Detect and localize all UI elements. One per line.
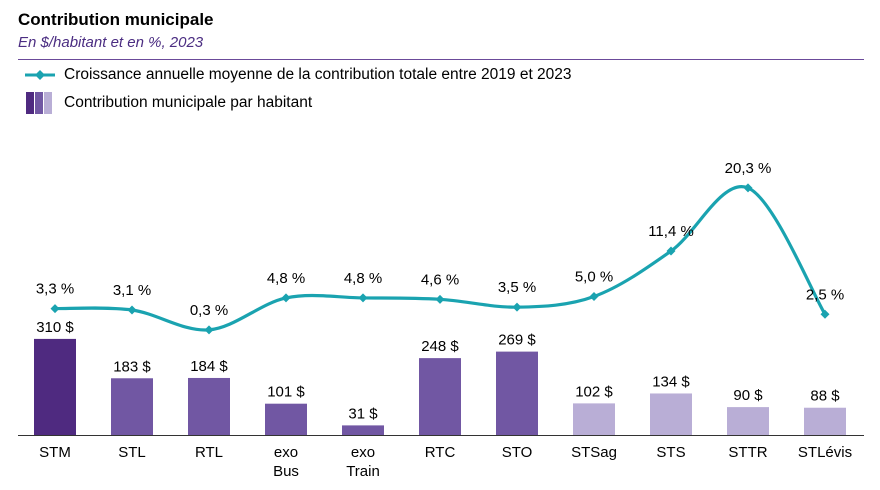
x-tick-label: STTR	[728, 444, 767, 461]
legend-line-label: Croissance annuelle moyenne de la contri…	[64, 66, 572, 83]
line-value-label: 5,0 %	[575, 269, 613, 286]
bar	[804, 407, 846, 435]
line-point	[666, 246, 676, 256]
legend-bar-label: Contribution municipale par habitant	[64, 94, 313, 111]
line-value-label: 4,6 %	[421, 271, 459, 288]
bar	[573, 403, 615, 435]
title-divider	[18, 59, 864, 60]
bar-value-label: 102 $	[575, 383, 613, 400]
line-point	[820, 309, 830, 319]
line-point	[512, 302, 522, 312]
x-tick-label: exo	[351, 444, 375, 461]
x-tick-label: RTC	[425, 444, 456, 461]
bar	[496, 351, 538, 435]
line-value-label: 2,5 %	[806, 286, 844, 303]
x-tick-label: STS	[656, 444, 685, 461]
legend-bar-swatch-icon	[26, 92, 52, 114]
legend-item-line: Croissance annuelle moyenne de la contri…	[24, 66, 572, 84]
line-point	[743, 183, 753, 193]
x-tick-label: STLévis	[798, 444, 852, 461]
x-tick-label: STO	[502, 444, 533, 461]
line-value-label: 3,1 %	[113, 282, 151, 299]
x-tick-label: Bus	[273, 463, 299, 480]
line-value-label: 11,4 %	[648, 223, 694, 240]
bar-value-label: 310 $	[36, 319, 74, 336]
bar-value-label: 248 $	[421, 338, 459, 355]
legend-line-swatch-icon	[25, 70, 55, 80]
chart-subtitle: En $/habitant et en %, 2023	[18, 34, 204, 51]
bar	[342, 425, 384, 435]
bar	[111, 378, 153, 435]
bar-value-label: 134 $	[652, 373, 690, 390]
x-tick-label: Train	[346, 463, 380, 480]
bar	[265, 403, 307, 435]
line-point	[50, 304, 60, 314]
line-point	[281, 293, 291, 303]
line-value-label: 4,8 %	[344, 270, 382, 287]
x-tick-label: STSag	[571, 444, 617, 461]
bar-value-label: 88 $	[810, 388, 840, 405]
bar	[650, 393, 692, 435]
line-point	[589, 292, 599, 301]
bar-value-label: 31 $	[348, 405, 378, 422]
line-point	[435, 294, 445, 304]
legend-item-bar: Contribution municipale par habitant	[24, 92, 312, 114]
x-tick-label: STL	[118, 444, 146, 461]
x-tick-label: STM	[39, 444, 71, 461]
line-value-label: 4,8 %	[267, 270, 305, 287]
bar-value-label: 269 $	[498, 332, 536, 349]
bar	[34, 338, 76, 435]
line-point	[358, 293, 368, 303]
bar-value-label: 90 $	[733, 387, 763, 404]
bar	[188, 377, 230, 435]
line-point	[204, 325, 214, 335]
bar	[419, 358, 461, 435]
x-tick-label: RTL	[195, 444, 223, 461]
bar-value-label: 184 $	[190, 358, 228, 375]
line-point	[127, 305, 137, 315]
line-value-label: 3,3 %	[36, 281, 74, 298]
bar	[727, 407, 769, 435]
line-value-label: 20,3 %	[725, 160, 772, 177]
chart-title: Contribution municipale	[18, 10, 214, 29]
line-value-label: 0,3 %	[190, 302, 228, 319]
bar-value-label: 101 $	[267, 384, 305, 401]
growth-line	[54, 184, 827, 332]
x-tick-label: exo	[274, 444, 298, 461]
bar-value-label: 183 $	[113, 358, 151, 375]
line-value-label: 3,5 %	[498, 279, 536, 296]
